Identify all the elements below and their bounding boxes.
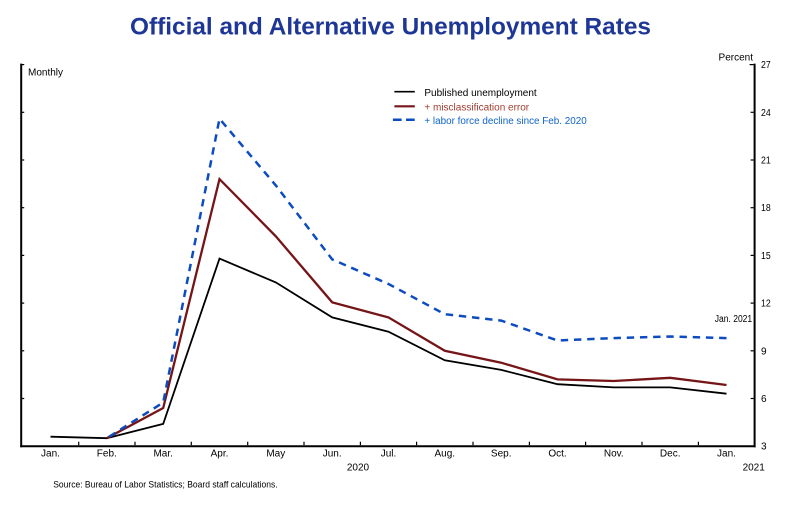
svg-text:Published unemployment: Published unemployment (424, 88, 537, 99)
svg-text:Aug.: Aug. (435, 449, 456, 460)
svg-text:Jul.: Jul. (381, 449, 397, 460)
svg-text:Dec.: Dec. (660, 449, 681, 460)
svg-text:3: 3 (761, 442, 767, 453)
svg-text:24: 24 (761, 108, 771, 119)
svg-text:+ misclassification error: + misclassification error (424, 103, 529, 114)
svg-text:15: 15 (761, 251, 771, 262)
svg-text:Apr.: Apr. (211, 449, 229, 460)
svg-text:2021: 2021 (743, 462, 766, 473)
svg-text:12: 12 (761, 299, 771, 310)
svg-text:2020: 2020 (347, 462, 370, 473)
svg-text:Feb.: Feb. (97, 449, 117, 460)
svg-text:Jun.: Jun. (323, 449, 342, 460)
svg-text:Official and Alternative Unemp: Official and Alternative Unemployment Ra… (130, 14, 651, 41)
svg-text:Jan. 2021: Jan. 2021 (715, 314, 753, 325)
svg-text:21: 21 (761, 156, 771, 167)
svg-text:Nov.: Nov. (604, 449, 624, 460)
svg-text:Percent: Percent (719, 52, 754, 63)
svg-text:Sep.: Sep. (491, 449, 512, 460)
svg-text:Oct.: Oct. (548, 449, 566, 460)
svg-text:18: 18 (761, 203, 771, 214)
svg-text:May: May (266, 449, 285, 460)
svg-text:Mar.: Mar. (153, 449, 172, 460)
svg-text:9: 9 (761, 346, 767, 357)
svg-text:Source: Bureau of Labor Statis: Source: Bureau of Labor Statistics; Boar… (53, 480, 277, 491)
svg-text:Monthly: Monthly (28, 68, 63, 79)
svg-text:+ labor force decline since Fe: + labor force decline since Feb. 2020 (424, 116, 587, 127)
svg-text:Jan.: Jan. (717, 449, 736, 460)
svg-text:27: 27 (761, 60, 771, 71)
svg-text:Jan.: Jan. (41, 449, 60, 460)
svg-text:6: 6 (761, 394, 767, 405)
